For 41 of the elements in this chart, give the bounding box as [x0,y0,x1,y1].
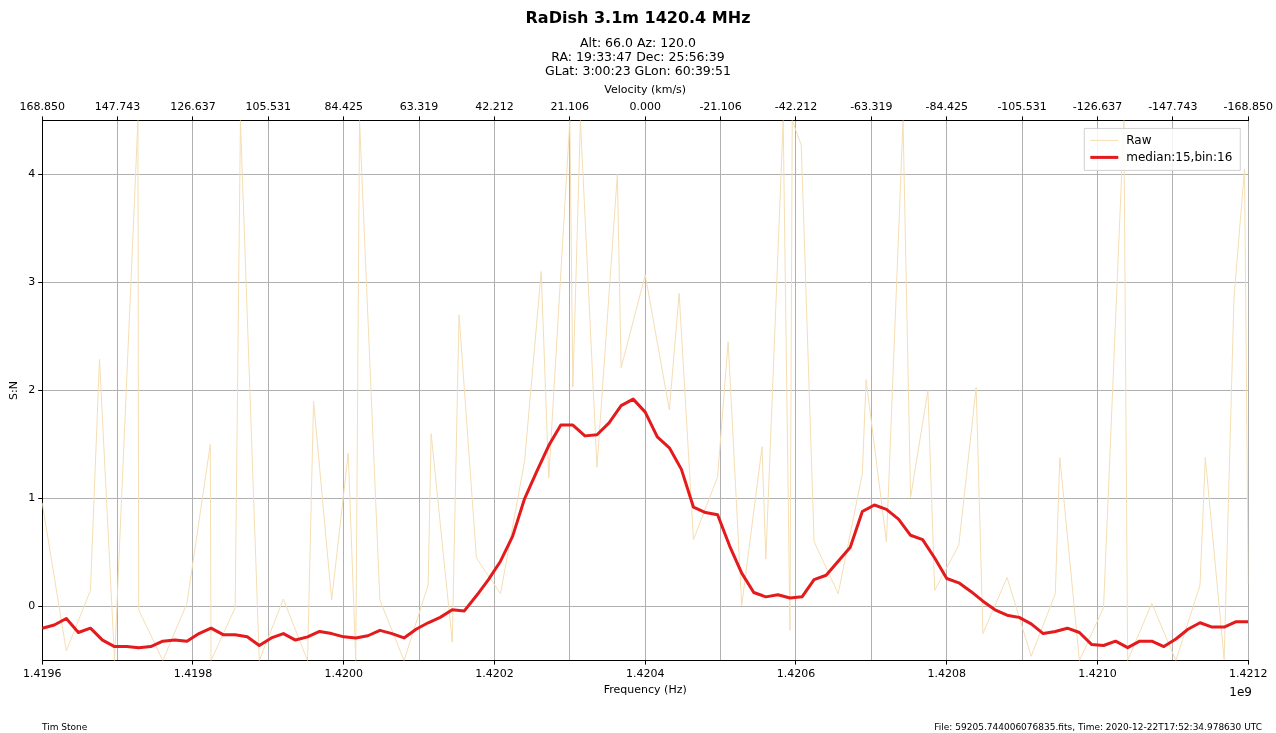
x2-tick-label: -147.743 [1148,99,1198,113]
x-tick-label: 1.4208 [927,667,966,681]
x2-tick-label: 42.212 [475,99,514,113]
x2-tick-label: -126.637 [1072,99,1123,113]
x-tick-label: 1.4212 [1229,667,1268,681]
x-tick-label: 1.4210 [1078,667,1117,681]
x2-axis-title: Velocity (km/s) [604,83,687,97]
x-tick-label: 1.4198 [173,667,213,681]
y-tick-label: 1 [28,491,36,505]
x2-tick-label: 126.637 [170,99,216,113]
x2-tick-label: 105.531 [245,99,292,113]
y-tick-label: 3 [28,275,36,289]
y-axis-title: S:N [7,381,21,400]
chart-title: RaDish 3.1m 1420.4 MHz [524,8,752,27]
x-tick-label: 1.4206 [776,667,816,681]
x2-tick-label: 147.743 [94,99,141,113]
x2-tick-label: 0.000 [629,99,661,113]
text: 1e9 [1229,685,1252,699]
y-tick-label: 0 [28,599,36,613]
x-tick-label: 1.4196 [22,667,62,681]
x-tick-label: 1.4202 [475,667,514,681]
y-tick-label: 4 [28,167,36,181]
x2-tick-label: 21.106 [550,99,590,113]
x2-tick-label: -63.319 [850,99,893,113]
legend-label: median:15,bin:16 [1126,149,1233,164]
x-tick-label: 1.4204 [625,667,665,681]
x2-tick-label: -42.212 [774,99,818,113]
x-axis-title: Frequency (Hz) [603,683,687,697]
x2-tick-label: -105.531 [997,99,1047,113]
x2-tick-label: 84.425 [324,99,363,113]
legend-label: Raw [1126,132,1152,147]
chart-subtitle: Alt: 66.0 Az: 120.0 RA: 19:33:47 Dec: 25:56:39 GLat: 3:00:23 GLon: 60:39:51 [544,35,732,78]
text: File: 59205.744006076835.fits, Time: 2020-12-22T17:52:34.978630 UTC [934,722,1262,732]
x2-tick-label: -168.850 [1223,99,1274,113]
x2-tick-label: -84.425 [925,99,968,113]
x2-tick-label: 168.850 [19,99,65,113]
x2-tick-label: 63.319 [399,99,439,113]
y-tick-label: 2 [28,383,36,397]
text: Tim Stone [42,722,88,732]
x2-tick-label: -21.106 [699,99,742,113]
x-tick-label: 1.4200 [324,667,363,681]
